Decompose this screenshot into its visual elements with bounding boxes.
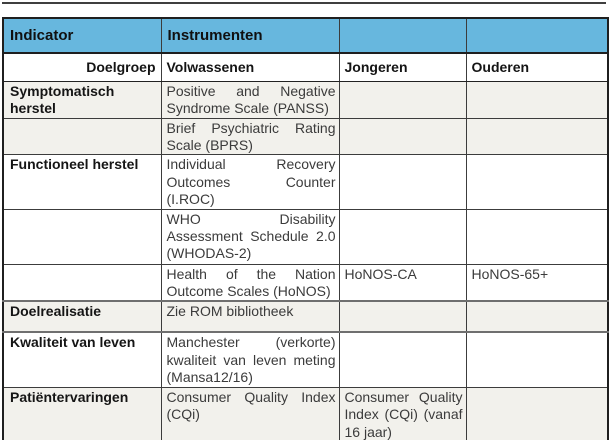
ouderen-cell: HoNOS-65+ bbox=[465, 263, 609, 302]
doelgroep-instrumenten-table: Indicator Instrumenten Doelgroep Volwass… bbox=[2, 17, 609, 440]
jongeren-cell: HoNOS-CA bbox=[338, 263, 467, 302]
indicator-cell bbox=[2, 263, 162, 302]
table-row: Symptomatisch herstel Positive and Negat… bbox=[2, 80, 609, 119]
ouderen-cell bbox=[465, 154, 609, 210]
table-row: Brief Psychiatric Rating Scale (BPRS) bbox=[2, 117, 609, 156]
subheader-cell-jongeren: Jongeren bbox=[338, 52, 467, 82]
indicator-cell: Functioneel herstel bbox=[2, 154, 162, 210]
table-row: Patiëntervaringen Consumer Quality Index… bbox=[2, 386, 609, 440]
instrument-cell: WHO Disability Assessment Schedule 2.0 (… bbox=[160, 208, 340, 265]
table-row: Health of the Nation Outcome Scales (HoN… bbox=[2, 263, 609, 302]
instrument-cell: Manchester (verkorte) kwaliteit van leve… bbox=[160, 331, 340, 388]
subheader-cell-volwassenen: Volwassenen bbox=[160, 52, 340, 82]
ouderen-cell bbox=[465, 117, 609, 156]
indicator-cell: Patiëntervaringen bbox=[2, 386, 162, 440]
ouderen-cell bbox=[465, 208, 609, 265]
instrument-cell: Brief Psychiatric Rating Scale (BPRS) bbox=[160, 117, 340, 156]
ouderen-cell bbox=[465, 80, 609, 119]
header-cell-indicator: Indicator bbox=[2, 17, 162, 54]
header-cell-empty-1 bbox=[338, 17, 467, 54]
instrument-cell: Individual Recovery Outcomes Counter (I.… bbox=[160, 154, 340, 210]
indicator-cell: Kwaliteit van leven bbox=[2, 331, 162, 388]
subheader-cell-doelgroep: Doelgroep bbox=[2, 52, 162, 82]
table-row: Functioneel herstel Individual Recovery … bbox=[2, 154, 609, 210]
instrument-cell: Zie ROM bibliotheek bbox=[160, 300, 340, 334]
instrument-cell: Consumer Quality Index (CQi) bbox=[160, 386, 340, 440]
instrument-cell: Positive and Negative Syndrome Scale (PA… bbox=[160, 80, 340, 119]
table-header-row: Indicator Instrumenten bbox=[2, 17, 609, 54]
instrument-cell: Health of the Nation Outcome Scales (HoN… bbox=[160, 263, 340, 302]
indicator-cell: Symptomatisch herstel bbox=[2, 80, 162, 119]
jongeren-cell bbox=[338, 331, 467, 388]
jongeren-cell: Consumer Quality Index (CQi) (vanaf 16 j… bbox=[338, 386, 467, 440]
jongeren-cell bbox=[338, 208, 467, 265]
subheader-row: Doelgroep Volwassenen Jongeren Ouderen bbox=[2, 52, 609, 82]
ouderen-cell bbox=[465, 331, 609, 388]
table-row: WHO Disability Assessment Schedule 2.0 (… bbox=[2, 208, 609, 265]
header-cell-empty-2 bbox=[465, 17, 609, 54]
top-rule bbox=[2, 2, 606, 4]
jongeren-cell bbox=[338, 80, 467, 119]
ouderen-cell bbox=[465, 300, 609, 334]
subheader-cell-ouderen: Ouderen bbox=[465, 52, 609, 82]
jongeren-cell bbox=[338, 154, 467, 210]
indicator-cell bbox=[2, 117, 162, 156]
table-row: Doelrealisatie Zie ROM bibliotheek bbox=[2, 300, 609, 334]
table-row: Kwaliteit van leven Manchester (verkorte… bbox=[2, 331, 609, 388]
header-cell-instrumenten: Instrumenten bbox=[160, 17, 340, 54]
indicator-cell: Doelrealisatie bbox=[2, 300, 162, 334]
ouderen-cell bbox=[465, 386, 609, 440]
jongeren-cell bbox=[338, 117, 467, 156]
jongeren-cell bbox=[338, 300, 467, 334]
indicator-cell bbox=[2, 208, 162, 265]
